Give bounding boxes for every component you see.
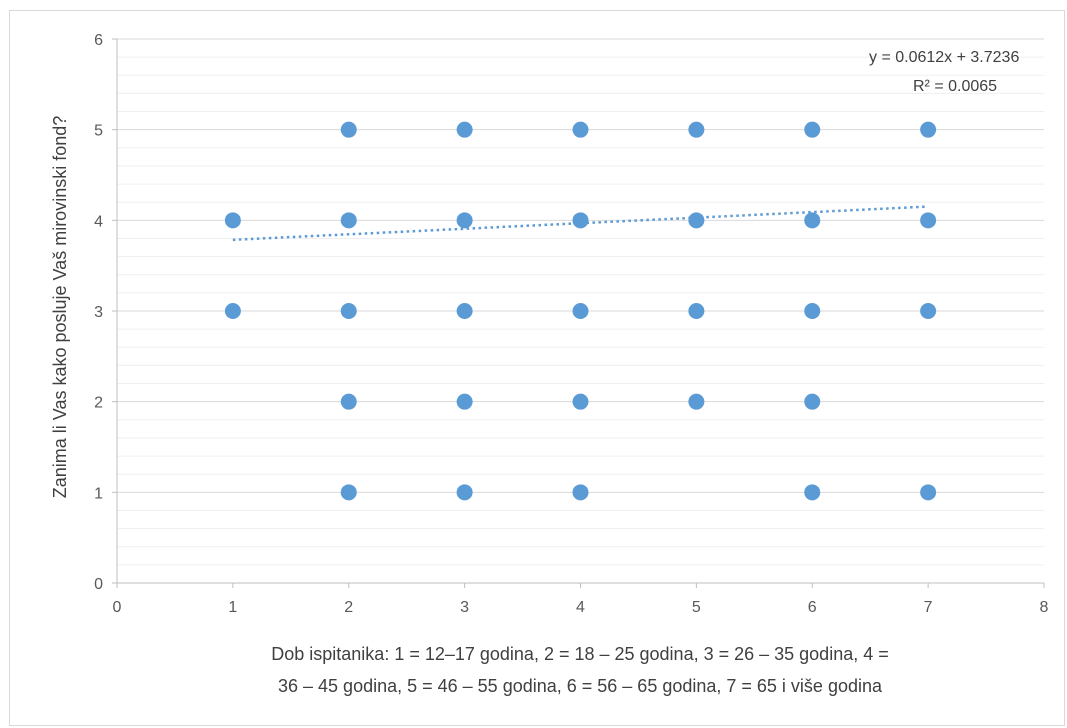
x-tick-label: 5 [692,599,701,616]
data-point [572,212,589,229]
x-tick-label: 6 [808,599,817,616]
data-point [340,393,357,410]
data-point [688,121,705,138]
data-point [804,212,821,229]
data-point [920,121,937,138]
x-tick-label: 0 [113,599,122,616]
y-axis-title: Zanima li Vas kako posluje Vaš mirovinsk… [50,116,70,499]
data-point [456,393,473,410]
y-tick-labels: 0 1 2 3 4 5 6 [94,32,103,593]
data-point [572,484,589,501]
x-axis-title-line-2: 36 – 45 godina, 5 = 46 – 55 godina, 6 = … [278,676,883,696]
data-point [920,484,937,501]
data-point [804,303,821,319]
data-point [340,212,357,229]
x-tick-label: 1 [228,599,237,616]
x-tick-label: 4 [576,599,585,616]
x-tick-labels: 0 1 2 3 4 5 6 7 8 [113,599,1049,616]
data-point [804,484,821,501]
data-point [456,212,473,229]
y-tick-label: 4 [94,213,103,230]
data-point [224,212,241,229]
y-tick-label: 6 [94,32,103,49]
data-point [456,121,473,138]
data-point [804,121,821,138]
data-point [572,121,589,138]
data-point [340,121,357,138]
data-point [456,303,473,319]
data-point [572,303,589,319]
x-tick-label: 7 [924,599,933,616]
data-points [224,121,937,501]
data-point [340,303,357,319]
x-tick-label: 2 [344,599,353,616]
trendline-equation: y = 0.0612x + 3.7236 [869,49,1019,66]
axes [112,38,1045,588]
data-point [224,303,241,319]
data-point [572,393,589,410]
chart-labels: Zanima li Vas kako posluje Vaš mirovinsk… [50,49,1019,696]
x-tick-label: 8 [1040,599,1049,616]
data-point [456,484,473,501]
data-point [688,393,705,410]
y-tick-label: 5 [94,123,103,140]
data-point [920,303,937,319]
trendline-r-squared: R² = 0.0065 [913,78,997,95]
data-point [804,393,821,410]
data-point [920,212,937,229]
data-point [340,484,357,501]
x-axis-title-line-1: Dob ispitanika: 1 = 12–17 godina, 2 = 18… [271,644,889,664]
y-tick-label: 1 [94,485,103,502]
y-tick-label: 0 [94,576,103,593]
data-point [688,212,705,229]
data-point [688,303,705,319]
x-tick-label: 3 [460,599,469,616]
y-tick-label: 2 [94,395,103,412]
y-tick-label: 3 [94,304,103,321]
